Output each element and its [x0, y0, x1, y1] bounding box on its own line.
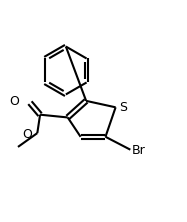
- Text: Br: Br: [132, 144, 146, 157]
- Text: O: O: [9, 95, 19, 108]
- Text: O: O: [22, 129, 32, 141]
- Text: S: S: [119, 101, 127, 114]
